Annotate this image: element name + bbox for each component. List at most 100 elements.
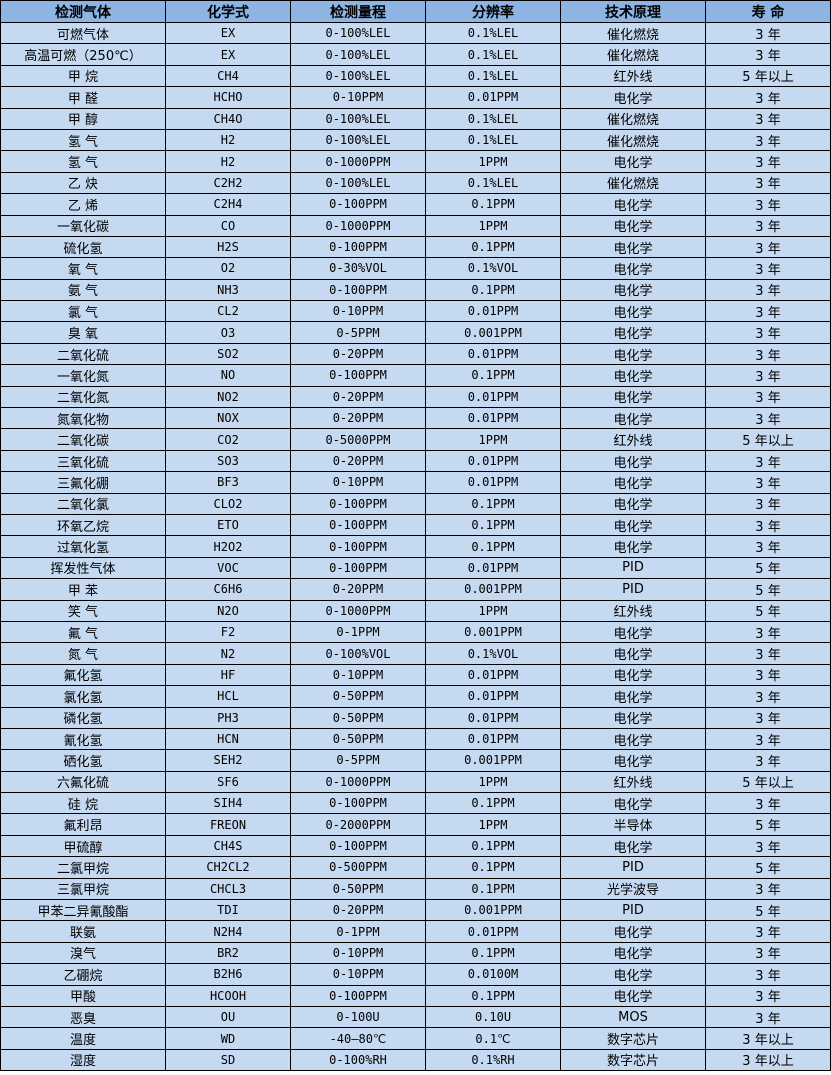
principle-cell: 红外线: [560, 428, 706, 451]
gas-name-cell: 氨 气: [0, 278, 166, 302]
gas-name-cell: 臭 氧: [0, 321, 166, 344]
principle-cell: 电化学: [560, 235, 706, 259]
table-row: 二氧化碳 CO2 0-5000PPM 1PPM 红外线 5 年以上: [0, 428, 831, 451]
gas-name-cell: 甲 苯: [0, 578, 166, 601]
resolution-cell: 0.1PPM: [425, 984, 561, 1007]
range-cell: 0-20PPM: [290, 385, 426, 409]
resolution-cell: 0.0100M: [425, 963, 561, 986]
principle-cell: 电化学: [560, 685, 706, 708]
gas-name-cell: 氢 气: [0, 150, 166, 173]
formula-cell: FREON: [165, 813, 291, 836]
range-cell: 0-10PPM: [290, 663, 426, 687]
gas-name-cell: 硫化氢: [0, 235, 166, 259]
range-cell: 0-5000PPM: [290, 428, 426, 451]
range-cell: 0-100%LEL: [290, 21, 426, 45]
gas-name-cell: 挥发性气体: [0, 556, 166, 580]
formula-cell: C2H4: [165, 193, 291, 216]
gas-name-cell: 氢 气: [0, 128, 166, 152]
gas-name-cell: 可燃气体: [0, 21, 166, 45]
table-row: 甲苯二异氰酸酯 TDI 0-20PPM 0.001PPM PID 5 年: [0, 899, 831, 922]
header-range: 检测量程: [290, 0, 426, 23]
principle-cell: 催化燃烧: [560, 128, 706, 152]
table-row: 笑 气 N2O 0-1000PPM 1PPM 红外线 5 年: [0, 599, 831, 622]
gas-name-cell: 二氧化氮: [0, 385, 166, 409]
range-cell: 0-100PPM: [290, 235, 426, 259]
table-row: 三氯甲烷 CHCL3 0-50PPM 0.1PPM 光学波导 3 年: [0, 877, 831, 901]
range-cell: 0-100PPM: [290, 513, 426, 537]
gas-name-cell: 过氧化氢: [0, 535, 166, 558]
formula-cell: H2: [165, 150, 291, 173]
resolution-cell: 0.01PPM: [425, 556, 561, 580]
lifespan-cell: 3 年: [705, 941, 831, 965]
resolution-cell: 0.001PPM: [425, 321, 561, 344]
formula-cell: SF6: [165, 770, 291, 794]
table-row: 二氯甲烷 CH2CL2 0-500PPM 0.1PPM PID 5 年: [0, 856, 831, 879]
range-cell: 0-20PPM: [290, 899, 426, 922]
table-row: 甲 醛 HCHO 0-10PPM 0.01PPM 电化学 3 年: [0, 86, 831, 109]
range-cell: 0-100%VOL: [290, 642, 426, 665]
principle-cell: 电化学: [560, 471, 706, 494]
lifespan-cell: 3 年: [705, 834, 831, 858]
resolution-cell: 0.1%LEL: [425, 171, 561, 195]
principle-cell: 电化学: [560, 214, 706, 237]
table-row: 甲 苯 C6H6 0-20PPM 0.001PPM PID 5 年: [0, 578, 831, 601]
gas-name-cell: 湿度: [0, 1048, 166, 1072]
resolution-cell: 0.01PPM: [425, 385, 561, 409]
principle-cell: 催化燃烧: [560, 171, 706, 195]
gas-name-cell: 硒化氢: [0, 749, 166, 772]
range-cell: 0-10PPM: [290, 471, 426, 494]
table-row: 氨 气 NH3 0-100PPM 0.1PPM 电化学 3 年: [0, 278, 831, 302]
formula-cell: OU: [165, 1005, 291, 1029]
gas-name-cell: 三氧化硫: [0, 449, 166, 473]
formula-cell: NH3: [165, 278, 291, 302]
range-cell: 0-500PPM: [290, 856, 426, 879]
lifespan-cell: 3 年: [705, 364, 831, 387]
resolution-cell: 0.1PPM: [425, 877, 561, 901]
range-cell: 0-1000PPM: [290, 599, 426, 622]
formula-cell: CH4: [165, 64, 291, 88]
table-row: 三氧化硫 SO3 0-20PPM 0.01PPM 电化学 3 年: [0, 449, 831, 473]
range-cell: 0-100%LEL: [290, 171, 426, 195]
table-row: 环氧乙烷 ETO 0-100PPM 0.1PPM 电化学 3 年: [0, 513, 831, 537]
lifespan-cell: 3 年: [705, 300, 831, 323]
table-row: 氢 气 H2 0-1000PPM 1PPM 电化学 3 年: [0, 150, 831, 173]
resolution-cell: 1PPM: [425, 428, 561, 451]
formula-cell: PH3: [165, 706, 291, 729]
principle-cell: 电化学: [560, 513, 706, 537]
principle-cell: 电化学: [560, 984, 706, 1007]
table-row: 氰化氢 HCN 0-50PPM 0.01PPM 电化学 3 年: [0, 727, 831, 751]
range-cell: 0-10PPM: [290, 963, 426, 986]
gas-name-cell: 溴气: [0, 941, 166, 965]
resolution-cell: 0.01PPM: [425, 471, 561, 494]
principle-cell: 电化学: [560, 278, 706, 302]
principle-cell: 电化学: [560, 920, 706, 943]
lifespan-cell: 3 年: [705, 449, 831, 473]
lifespan-cell: 3 年: [705, 513, 831, 537]
table-row: 甲 烷 CH4 0-100%LEL 0.1%LEL 红外线 5 年以上: [0, 64, 831, 88]
gas-name-cell: 二氧化氯: [0, 492, 166, 515]
table-row: 可燃气体 EX 0-100%LEL 0.1%LEL 催化燃烧 3 年: [0, 21, 831, 45]
resolution-cell: 0.1PPM: [425, 492, 561, 515]
lifespan-cell: 3 年: [705, 492, 831, 515]
table-row: 一氧化氮 NO 0-100PPM 0.1PPM 电化学 3 年: [0, 364, 831, 387]
resolution-cell: 1PPM: [425, 813, 561, 836]
resolution-cell: 0.1PPM: [425, 535, 561, 558]
gas-name-cell: 氰化氢: [0, 727, 166, 751]
header-gas: 检测气体: [0, 0, 166, 23]
range-cell: 0-1000PPM: [290, 214, 426, 237]
lifespan-cell: 3 年: [705, 471, 831, 494]
formula-cell: N2O: [165, 599, 291, 622]
table-row: 三氟化硼 BF3 0-10PPM 0.01PPM 电化学 3 年: [0, 471, 831, 494]
formula-cell: NOX: [165, 407, 291, 430]
formula-cell: O3: [165, 321, 291, 344]
resolution-cell: 1PPM: [425, 770, 561, 794]
gas-name-cell: 甲 醇: [0, 107, 166, 130]
lifespan-cell: 3 年以上: [705, 1027, 831, 1050]
principle-cell: 电化学: [560, 727, 706, 751]
formula-cell: NO: [165, 364, 291, 387]
gas-name-cell: 恶臭: [0, 1005, 166, 1029]
table-row: 臭 氧 O3 0-5PPM 0.001PPM 电化学 3 年: [0, 321, 831, 344]
gas-name-cell: 环氧乙烷: [0, 513, 166, 537]
lifespan-cell: 3 年: [705, 749, 831, 772]
principle-cell: PID: [560, 556, 706, 580]
